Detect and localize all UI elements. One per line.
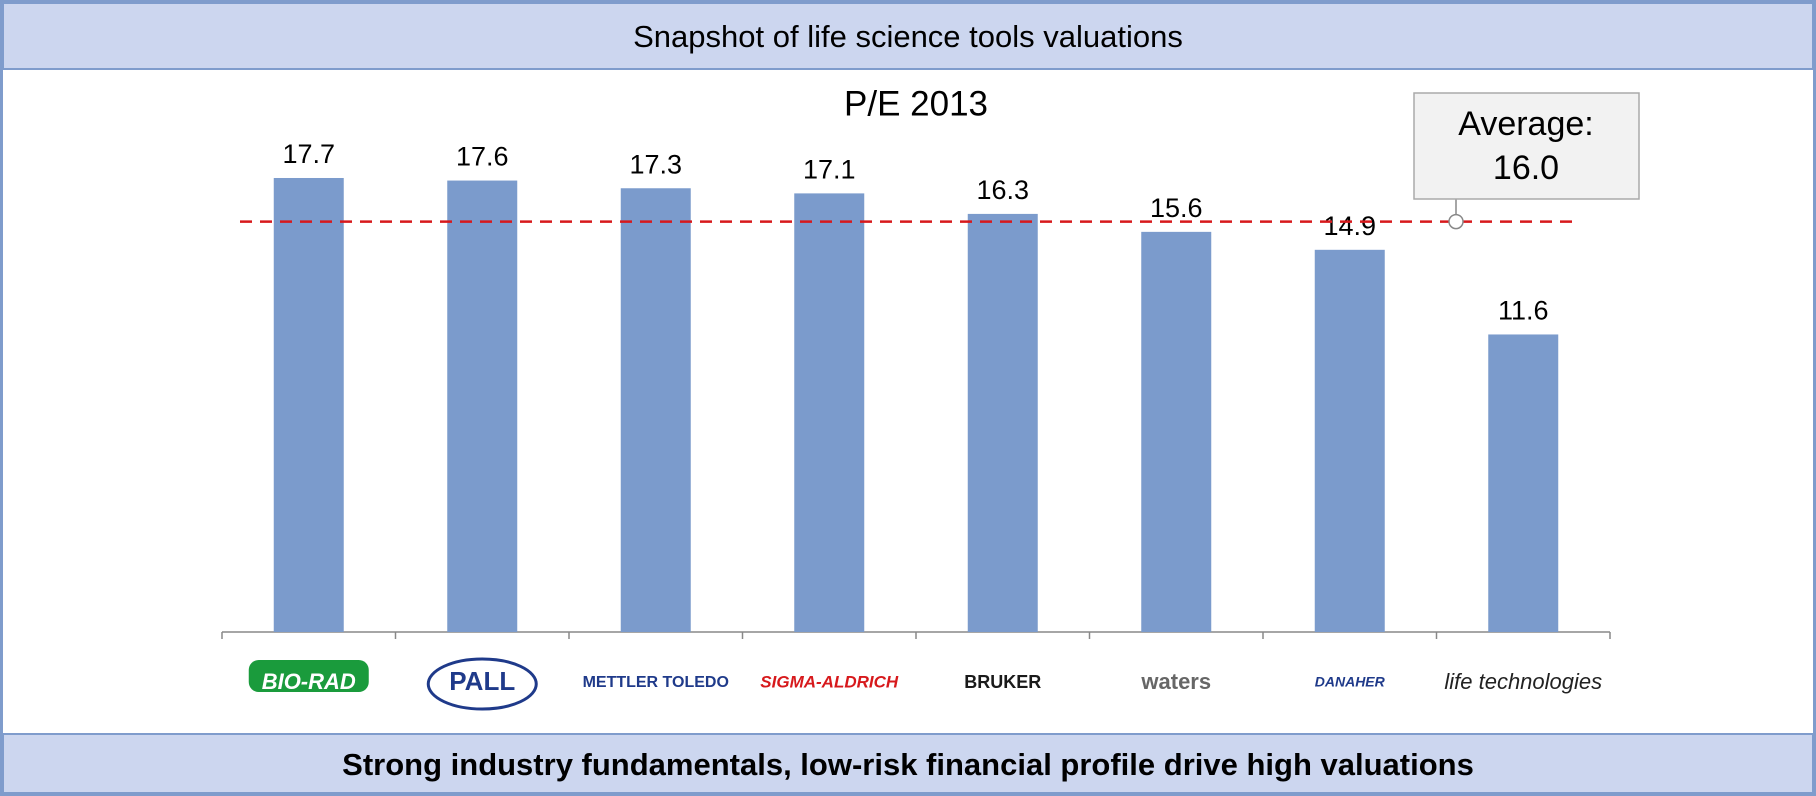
average-value: 16.0: [1493, 149, 1559, 187]
value-label: 11.6: [1498, 296, 1549, 326]
value-label: 15.6: [1150, 193, 1203, 223]
callout-dot: [1448, 213, 1464, 230]
value-label: 17.6: [456, 142, 509, 172]
bar: [447, 180, 518, 632]
callout-box: [1413, 92, 1640, 200]
value-label: 16.3: [976, 175, 1029, 205]
chart-title: P/E 2013: [844, 84, 988, 123]
value-label: 14.9: [1323, 211, 1376, 241]
header: Snapshot of life science tools valuation…: [633, 19, 1183, 54]
x-tick-label: PALL: [449, 666, 515, 696]
x-tick-label: waters: [1140, 669, 1211, 694]
bar: [620, 188, 691, 632]
logo-oval: [426, 657, 538, 711]
bar: [967, 213, 1038, 632]
value-label: 17.3: [629, 149, 682, 179]
x-tick-label: SIGMA-ALDRICH: [760, 672, 899, 691]
bar: [1488, 334, 1559, 632]
logo-bg: [248, 660, 369, 692]
footer: Strong industry fundamentals, low-risk f…: [342, 747, 1474, 782]
x-tick-label: BIO-RAD: [262, 669, 356, 694]
bar: [794, 193, 865, 632]
value-label: 17.1: [803, 155, 856, 185]
x-tick-label: life technologies: [1444, 669, 1602, 694]
value-label: 17.7: [282, 139, 335, 169]
header-band: [2, 2, 1814, 70]
x-tick-label: DANAHER: [1315, 674, 1386, 690]
bar: [1314, 249, 1385, 632]
bar: [273, 177, 344, 632]
footer-band: [2, 733, 1814, 794]
x-tick-label: BRUKER: [964, 672, 1041, 692]
average-label: Average:: [1458, 105, 1593, 143]
x-tick-label: METTLER TOLEDO: [583, 674, 729, 691]
bar: [1141, 231, 1212, 633]
